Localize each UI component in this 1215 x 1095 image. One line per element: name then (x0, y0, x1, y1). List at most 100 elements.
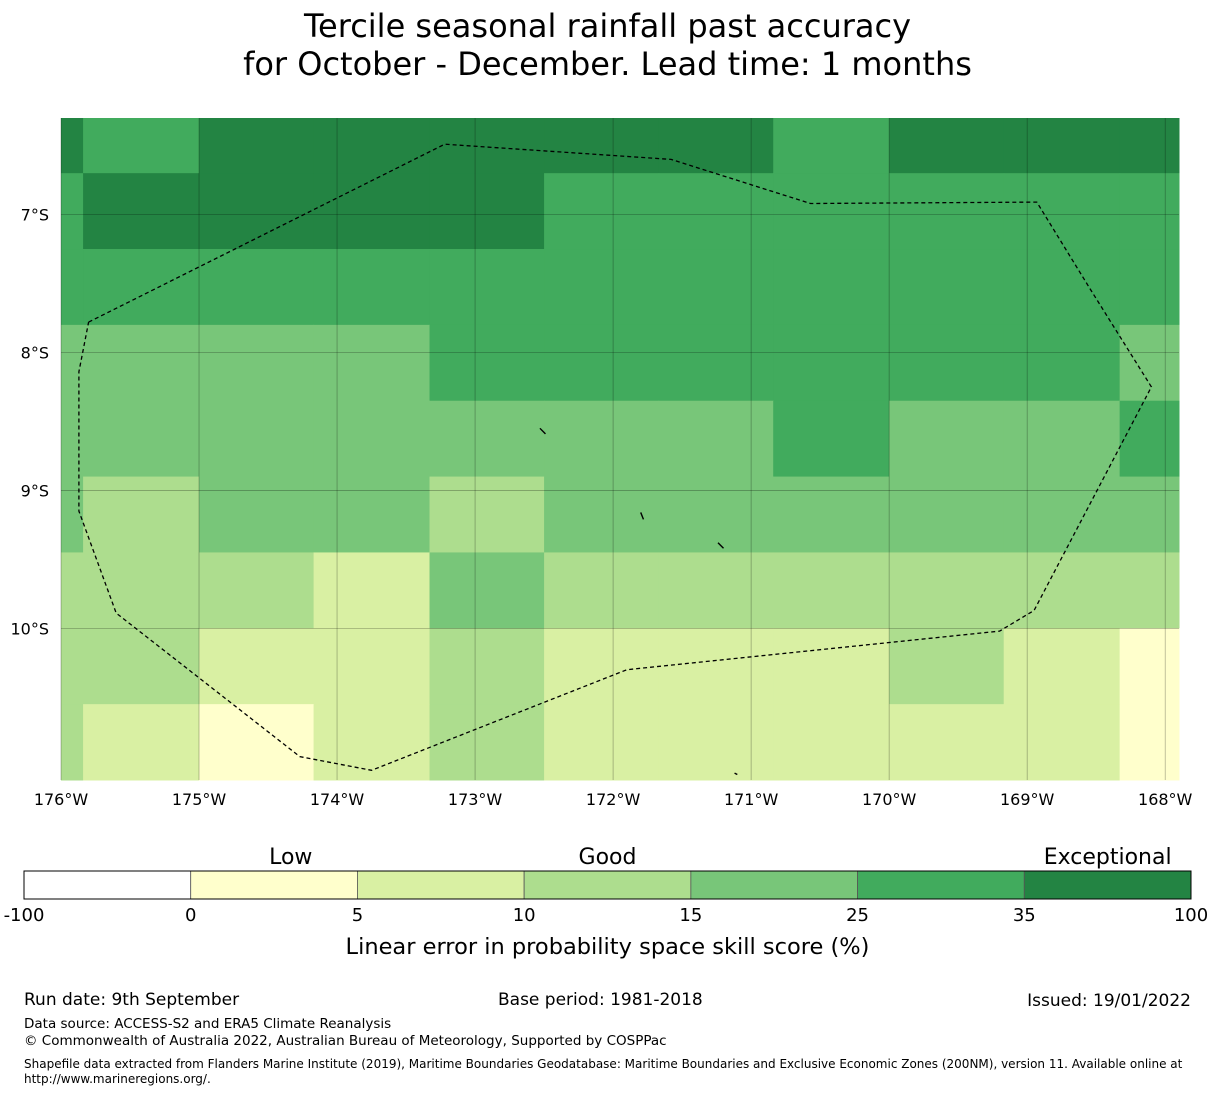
heatmap-cell (199, 173, 315, 250)
heatmap-cell (83, 628, 200, 705)
heatmap-cell (1119, 118, 1180, 174)
heatmap-cell (313, 324, 431, 402)
colorbar-tick-label: 0 (185, 905, 196, 926)
heatmap-cell (61, 249, 84, 326)
colorbar-bin (23, 870, 192, 900)
heatmap-cell (544, 173, 660, 250)
heatmap-cell (83, 704, 200, 781)
heatmap-cell (313, 552, 431, 629)
heatmap-cell (889, 173, 1005, 250)
heatmap-cell (429, 324, 545, 402)
heatmap-cell (1003, 249, 1121, 326)
run-date: Run date: 9th September (24, 990, 240, 1010)
heatmap-cell (889, 704, 1005, 781)
colorbar-axis-label: Linear error in probability space skill … (346, 934, 870, 960)
colorbar-bin (690, 870, 858, 900)
gridlines (60, 118, 1179, 780)
heatmap-cell (658, 118, 774, 174)
x-tick-label: 172°W (586, 790, 641, 809)
heatmap-cell (773, 704, 890, 781)
heatmap-cell (429, 400, 545, 478)
colorbar-bin (190, 870, 358, 900)
colorbar-category-label: Low (269, 845, 312, 870)
heatmap-cell (658, 476, 774, 553)
y-tick-label: 7°S (21, 206, 49, 225)
x-tick-label: 169°W (1000, 790, 1055, 809)
heatmap-cell (61, 400, 84, 478)
x-tick-label: 176°W (34, 790, 89, 809)
eez-boundary (78, 143, 1153, 771)
heatmap-cell (1119, 249, 1180, 326)
heatmap-cell (199, 704, 315, 781)
colorbar-tick-label: -100 (4, 905, 45, 926)
heatmap-cell (1003, 173, 1121, 250)
colorbar-tick-label: 10 (513, 905, 536, 926)
heatmap-cell (1119, 704, 1180, 781)
heatmap-cell (429, 704, 545, 781)
heatmap-cell (889, 476, 1005, 553)
heatmap-cell (1119, 173, 1180, 250)
shapefile-credit: Shapefile data extracted from Flanders M… (24, 1057, 1183, 1086)
x-tick-label: 170°W (862, 790, 917, 809)
heatmap-cell (61, 704, 84, 781)
heatmap-cell (199, 249, 315, 326)
heatmap-cell (83, 400, 200, 478)
heatmap-cells (61, 118, 1180, 781)
heatmap-cell (889, 400, 1005, 478)
heatmap-cell (658, 704, 774, 781)
heatmap-cell (773, 173, 890, 250)
heatmap-cell (658, 400, 774, 478)
heatmap-cell (313, 476, 431, 553)
heatmap-cell (61, 324, 84, 402)
heatmap-cell (773, 324, 890, 402)
colorbar-legend: -100 0 5 10 15 25 35 100 Low Good Exceptional Linea… (4, 845, 1209, 960)
heatmap-cell (83, 249, 200, 326)
y-tick-label: 8°S (21, 343, 49, 362)
heatmap-cell (61, 118, 84, 174)
heatmap-cell (83, 173, 200, 250)
heatmap-cell (658, 249, 774, 326)
heatmap-cell (199, 628, 315, 705)
y-tick-labels: 7°S 8°S 9°S 10°S (10, 206, 49, 639)
heatmap-cell (544, 704, 660, 781)
heatmap-cell (773, 628, 890, 705)
island-outline (640, 512, 645, 520)
heatmap-cell (773, 400, 890, 478)
skill-score-map: 176°W 175°W 174°W 173°W 172°W 171°W 170°W 169°W… (4, 118, 1209, 960)
heatmap-cell (658, 173, 774, 250)
heatmap-cell (313, 400, 431, 478)
colorbar-frame (23, 870, 1192, 900)
heatmap-cell (1003, 400, 1121, 478)
heatmap-cell (199, 324, 315, 402)
heatmap-cell (199, 400, 315, 478)
colorbar-tick-label: 35 (1013, 905, 1036, 926)
colorbar-tick-label: 25 (846, 905, 869, 926)
heatmap-cell (313, 249, 431, 326)
heatmap-cell (429, 476, 545, 553)
base-period: Base period: 1981-2018 (498, 990, 703, 1010)
heatmap-cell (889, 118, 1005, 174)
heatmap-cell (1003, 476, 1121, 553)
colorbar-bin (857, 870, 1025, 900)
y-tick-label: 10°S (10, 619, 49, 638)
heatmap-cell (1003, 118, 1121, 174)
colorbar-bin (1023, 870, 1192, 900)
heatmap-cell (61, 173, 84, 250)
heatmap-cell (544, 324, 660, 402)
heatmap-cell (658, 324, 774, 402)
heatmap-cell (83, 118, 200, 174)
heatmap-cell (61, 476, 84, 553)
heatmap-cell (773, 476, 890, 553)
colorbar-category-label: Good (579, 845, 637, 870)
x-tick-label: 175°W (172, 790, 227, 809)
heatmap-cell (1119, 400, 1180, 478)
heatmap-cell (1119, 476, 1180, 553)
colorbar-tick-label: 100 (1174, 905, 1208, 926)
heatmap-cell (1003, 324, 1121, 402)
heatmap-cell (658, 552, 774, 629)
heatmap-cell (1003, 704, 1121, 781)
colorbar-bin (357, 870, 525, 900)
heatmap-cell (889, 324, 1005, 402)
heatmap-cell (544, 400, 660, 478)
heatmap-cell (1119, 628, 1180, 705)
